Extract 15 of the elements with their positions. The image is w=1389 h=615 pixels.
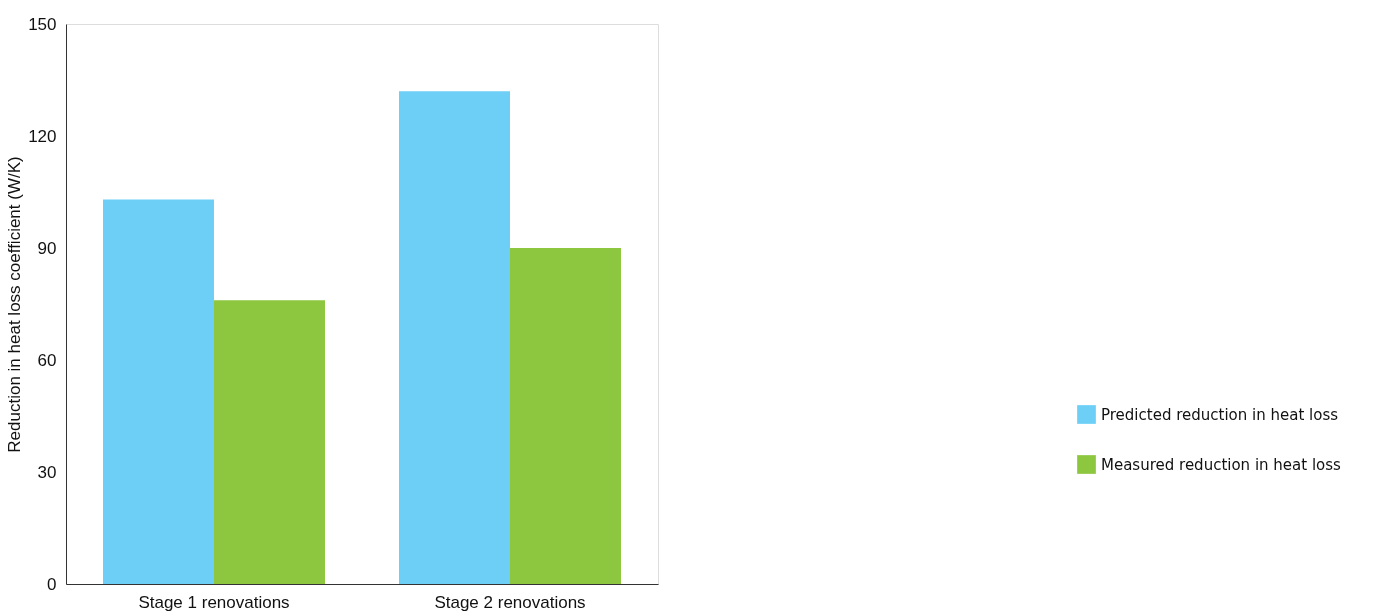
- legend-label: Predicted reduction in heat loss: [1101, 405, 1339, 424]
- x-tick-label: Stage 1 renovations: [138, 592, 290, 612]
- y-axis-title: Reduction in heat loss coefficient (W/K): [5, 156, 25, 453]
- x-tick-label: Stage 2 renovations: [434, 592, 586, 612]
- legend-label: Measured reduction in heat loss: [1101, 455, 1342, 474]
- y-tick-label: 60: [37, 350, 57, 370]
- y-tick-label: 30: [37, 462, 57, 482]
- y-tick-label: 120: [28, 126, 57, 146]
- bar: [510, 248, 621, 584]
- bar: [214, 300, 325, 584]
- y-tick-label: 90: [37, 238, 57, 258]
- y-tick-label: 150: [28, 14, 57, 34]
- bar: [399, 91, 510, 584]
- y-tick-label: 0: [47, 574, 57, 594]
- bar: [103, 199, 214, 584]
